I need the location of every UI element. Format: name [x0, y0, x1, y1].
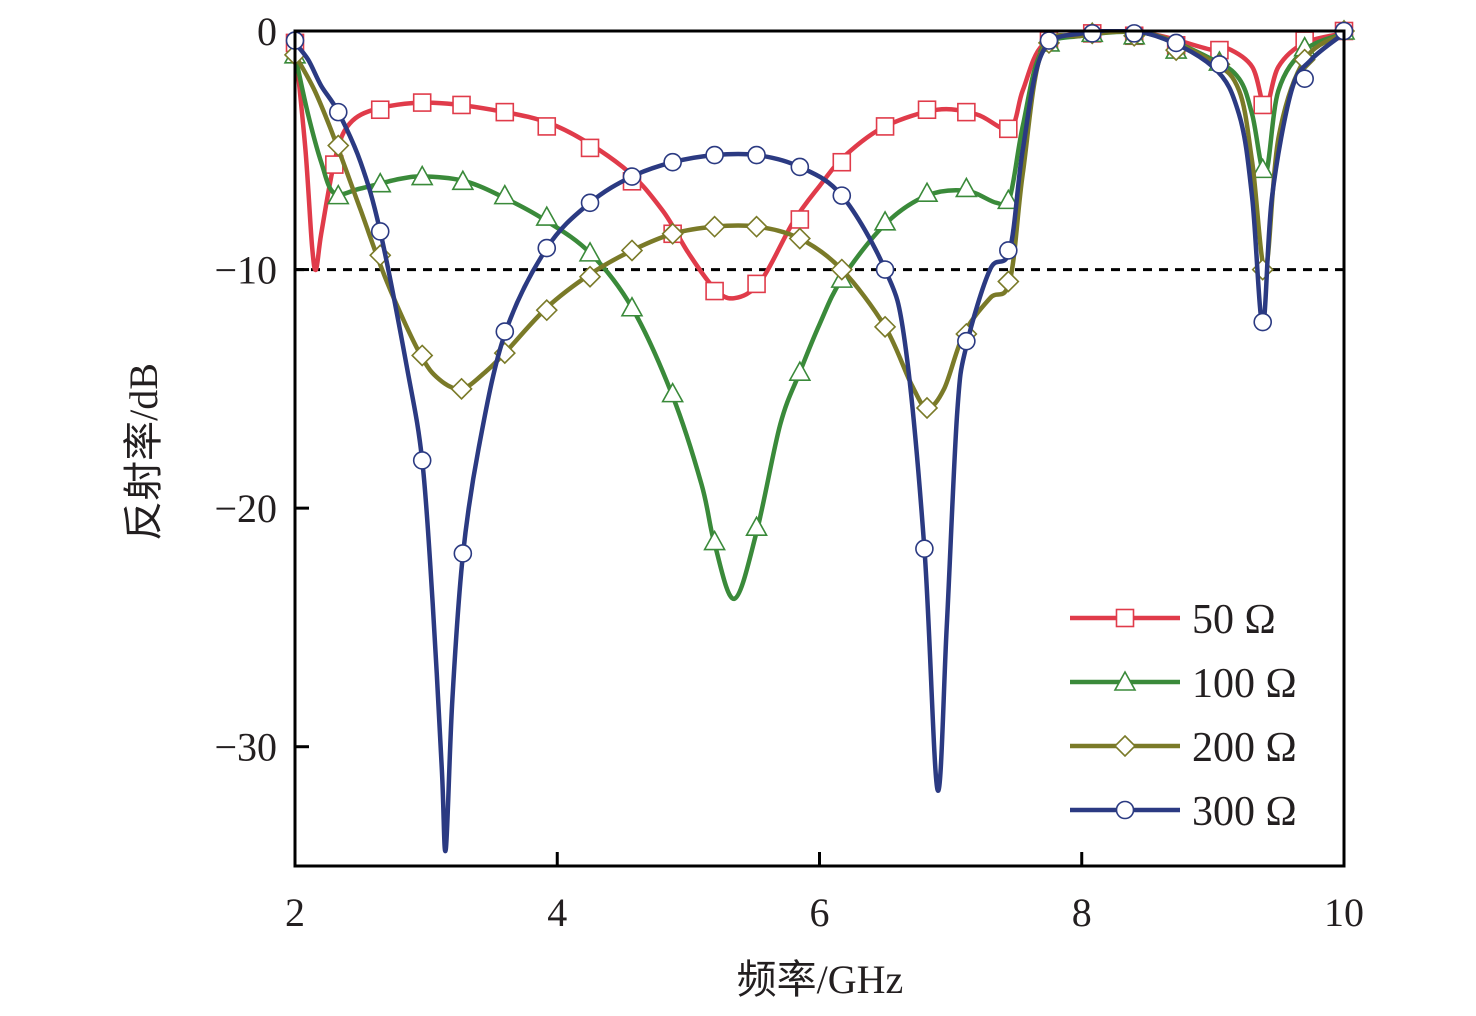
data-point [493, 183, 517, 205]
series-line [295, 29, 1344, 411]
data-point [326, 183, 350, 205]
data-point [705, 281, 724, 301]
ticks-layer: 2 4 6 8 10 0 −10 −20 −30 [214, 9, 1364, 935]
data-point [1253, 312, 1273, 332]
data-point [535, 298, 558, 322]
data-point [997, 270, 1020, 293]
data-point [703, 215, 726, 238]
legend-label: 300 Ω [1192, 789, 1297, 835]
data-point [873, 315, 897, 338]
data-point [832, 152, 852, 172]
data-point [537, 117, 557, 136]
data-point [661, 222, 684, 245]
legend-label: 200 Ω [1192, 725, 1297, 771]
data-point [535, 205, 559, 226]
y-tick-label: 0 [257, 9, 277, 54]
data-point [703, 529, 726, 551]
data-point [745, 515, 768, 537]
data-point [1124, 24, 1144, 43]
data-point [370, 222, 390, 241]
data-point [622, 167, 642, 186]
data-point [451, 169, 475, 191]
data-point [915, 181, 939, 203]
legend-label: 100 Ω [1192, 661, 1297, 707]
data-point [495, 322, 515, 341]
data-point [996, 188, 1020, 210]
data-point [620, 239, 644, 262]
data-point [661, 381, 684, 403]
data-point [1251, 157, 1275, 179]
data-point [915, 396, 939, 420]
data-point [788, 360, 812, 381]
legend-marker [1113, 670, 1137, 691]
data-point [368, 172, 392, 193]
legend-marker [1115, 800, 1135, 820]
data-point [788, 227, 811, 250]
data-point [790, 210, 810, 229]
data-point [495, 102, 515, 122]
data-point [578, 265, 602, 288]
y-tick-label: −20 [214, 486, 277, 531]
data-point [875, 260, 895, 279]
data-point [705, 145, 724, 165]
legend: 50 Ω 100 Ω 200 Ω 300 Ω [1070, 597, 1297, 835]
data-point [328, 102, 348, 122]
data-point [873, 210, 897, 231]
data-point [1295, 69, 1314, 89]
data-point [917, 100, 937, 120]
data-point [1166, 33, 1186, 53]
data-point [580, 138, 600, 158]
data-point [915, 539, 934, 559]
data-point [747, 274, 766, 294]
series-line [295, 29, 1344, 854]
legend-marker [1113, 734, 1137, 758]
series-line [295, 29, 1344, 301]
data-point [957, 102, 976, 122]
data-point [1253, 95, 1273, 115]
data-point [412, 93, 432, 112]
x-tick-label: 2 [285, 890, 305, 935]
data-point [410, 164, 434, 186]
x-axis-title: 频率/GHz [737, 957, 904, 1002]
data-point [1210, 55, 1229, 74]
x-tick-label: 6 [810, 890, 830, 935]
x-tick-label: 4 [547, 890, 567, 935]
data-point [957, 331, 976, 351]
data-point [453, 544, 473, 563]
y-axis-title: 反射率/dB [121, 363, 166, 541]
data-point [1039, 31, 1059, 50]
data-point [327, 134, 350, 157]
data-point [370, 100, 390, 120]
data-point [747, 145, 766, 165]
data-point [999, 119, 1018, 139]
y-tick-label: −30 [214, 725, 277, 770]
data-point [663, 152, 682, 172]
x-tick-label: 10 [1324, 890, 1364, 935]
data-point [452, 95, 471, 115]
data-point [830, 258, 853, 281]
data-point [875, 117, 895, 136]
data-point [450, 377, 473, 400]
data-point [578, 241, 602, 262]
data-point [832, 186, 852, 205]
data-point [790, 157, 810, 177]
data-point [1082, 24, 1102, 43]
legend-marker [1115, 608, 1135, 628]
data-point [412, 451, 432, 470]
series-layer [283, 19, 1356, 854]
data-point [411, 344, 434, 367]
data-point [745, 215, 768, 238]
legend-label: 50 Ω [1192, 597, 1276, 643]
x-tick-label: 8 [1072, 890, 1092, 935]
data-point [955, 176, 978, 198]
data-point [580, 193, 600, 213]
data-point [999, 241, 1018, 260]
series-line [295, 29, 1344, 602]
data-point [620, 296, 644, 317]
data-point [537, 238, 557, 258]
y-tick-label: −10 [214, 248, 277, 293]
